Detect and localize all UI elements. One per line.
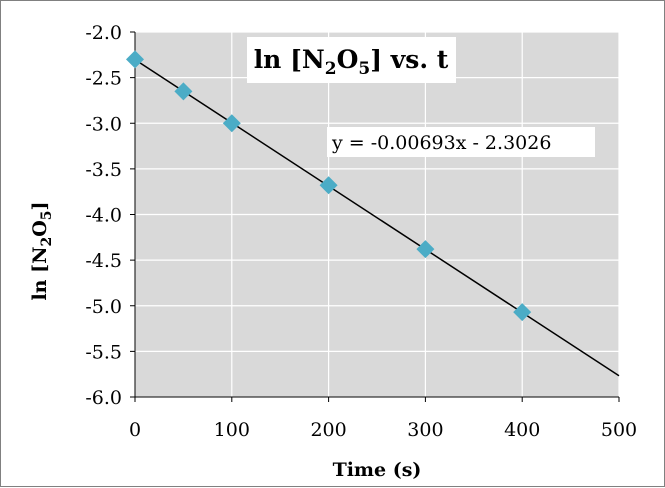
chart-title-background: [247, 37, 456, 83]
y-axis-title: ln [N2O5]: [29, 201, 55, 300]
y-tick-label: -5.5: [85, 341, 122, 363]
data-point: [126, 50, 144, 69]
tick-labels: -2.0 -2.5 -3.0 -3.5 -4.0 -4.5 -5.0 -5.5 -6.0 0 100…: [85, 22, 637, 441]
data-point: [416, 240, 435, 259]
y-tick-label: -2.5: [85, 68, 122, 90]
y-tick-label: -4.0: [85, 205, 122, 227]
y-tick-label: -5.0: [85, 296, 122, 318]
trendline-equation-background: [327, 127, 595, 157]
y-tick-label: -3.5: [85, 159, 122, 181]
trendline-equation: y = -0.00693x - 2.3026: [331, 132, 551, 154]
y-tick-label: -3.0: [85, 113, 122, 135]
x-tick-label: 400: [504, 419, 540, 441]
y-tick-label: -6.0: [85, 387, 122, 409]
x-tick-label: 200: [310, 419, 346, 441]
x-tick-label: 0: [129, 419, 141, 441]
x-axis-title: Time (s): [333, 459, 422, 481]
x-tick-label: 500: [601, 419, 637, 441]
data-points: [126, 50, 532, 322]
trendline: [134, 58, 620, 377]
x-tick-label: 300: [407, 419, 443, 441]
data-point: [513, 303, 532, 322]
data-point: [222, 114, 241, 133]
y-tick-label: -2.0: [85, 22, 122, 44]
y-tick-label: -4.5: [85, 250, 122, 272]
data-point: [174, 82, 193, 101]
data-point: [319, 176, 338, 195]
x-tick-label: 100: [214, 419, 250, 441]
chart-title: ln [N2O5] vs. t: [254, 45, 449, 79]
